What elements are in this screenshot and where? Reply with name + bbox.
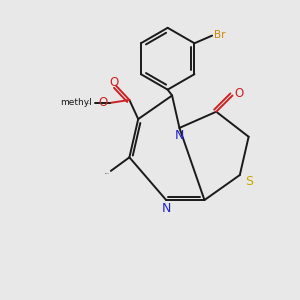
Text: methyl: methyl: [85, 102, 91, 104]
Text: methyl: methyl: [105, 173, 110, 174]
Text: N: N: [161, 202, 171, 215]
Text: S: S: [245, 175, 253, 188]
Text: O: O: [99, 96, 108, 110]
Text: O: O: [110, 76, 119, 89]
Text: Br: Br: [214, 30, 226, 40]
Text: methyl: methyl: [60, 98, 92, 107]
Text: N: N: [175, 129, 184, 142]
Text: O: O: [235, 87, 244, 100]
